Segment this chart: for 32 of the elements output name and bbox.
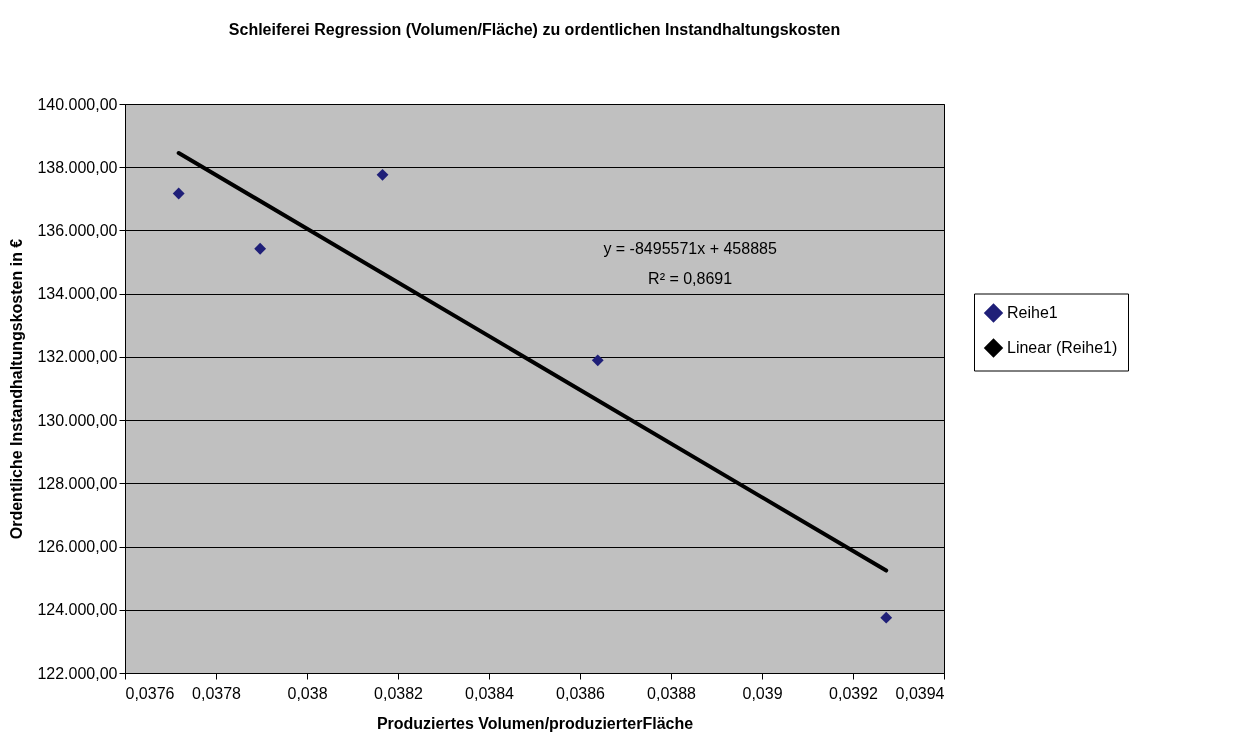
y-axis-title: Ordentliche Instandhaltungskosten in €: [8, 238, 26, 540]
y-tick-label: 136.000,00: [37, 221, 118, 239]
point: [880, 611, 893, 624]
y-tick-label: 122.000,00: [37, 664, 118, 682]
x-tick-label: 0,0386: [556, 684, 606, 702]
y-tick-label: 140.000,00: [37, 95, 118, 113]
annotation: y = -8495571x + 458885: [603, 240, 777, 257]
y-tick-label: 126.000,00: [37, 538, 118, 556]
point: [376, 168, 389, 181]
chart-title: Schleiferei Regression (Volumen/Fläche) zu ordentlichen Instandhaltungskosten: [228, 21, 841, 38]
y-tick-label: 132.000,00: [37, 348, 118, 366]
x-tick-label: 0,0382: [374, 684, 424, 702]
x-tick-label: 0,0392: [829, 684, 879, 702]
point: [172, 187, 185, 200]
y-tick-label: 130.000,00: [37, 411, 118, 429]
y-tick-label: 134.000,00: [37, 285, 118, 303]
y-tick-label: 138.000,00: [37, 158, 118, 176]
x-axis-title: Produziertes Volumen/produzierterFläche: [376, 714, 694, 732]
annotation: R² = 0,8691: [648, 270, 733, 287]
x-tick-label: 0,038: [287, 684, 328, 702]
y-tick-label: 124.000,00: [37, 601, 118, 619]
legend-label: Linear (Reihe1): [1007, 339, 1118, 356]
x-tick-label: 0,039: [742, 684, 783, 702]
point: [591, 354, 604, 367]
x-tick-label: 0,0388: [647, 684, 697, 702]
legend-label: Reihe1: [1007, 304, 1058, 321]
x-tick-label: 0,0394: [895, 684, 945, 702]
point: [254, 242, 267, 255]
x-tick-label: 0,0376: [125, 684, 175, 702]
x-tick-label: 0,0378: [192, 684, 242, 702]
x-tick-label: 0,0384: [465, 684, 515, 702]
y-tick-label: 128.000,00: [37, 474, 118, 492]
